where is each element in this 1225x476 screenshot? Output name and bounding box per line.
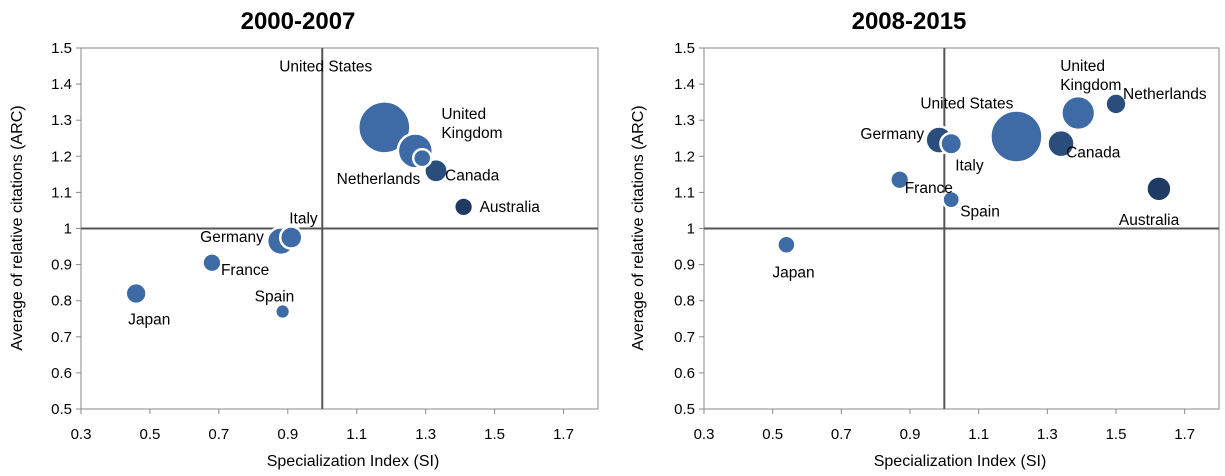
point-label-netherlands: Netherlands bbox=[1123, 86, 1207, 103]
y-tick-label: 1.3 bbox=[674, 112, 695, 129]
point-label-canada: Canada bbox=[1066, 145, 1121, 162]
y-tick-label: 1.1 bbox=[674, 184, 695, 201]
x-axis-title: Specialization Index (SI) bbox=[874, 453, 1047, 470]
bubble-australia bbox=[452, 196, 475, 218]
label-line: Kingdom bbox=[441, 125, 502, 142]
y-tick-label: 0.6 bbox=[674, 365, 695, 382]
bubble-italy bbox=[939, 131, 964, 156]
y-tick-label: 1 bbox=[64, 221, 72, 238]
y-tick-label: 0.5 bbox=[674, 401, 695, 418]
y-tick-label: 0.7 bbox=[51, 329, 72, 346]
point-label-canada: Canada bbox=[445, 168, 500, 185]
x-tick-label: 1.7 bbox=[1174, 426, 1195, 443]
y-axis-title: Average of relative citations (ARC) bbox=[9, 105, 26, 350]
point-label-japan: Japan bbox=[772, 265, 814, 282]
bubble-united-states bbox=[989, 109, 1044, 164]
bubble-united-states bbox=[357, 100, 412, 155]
bubble-netherlands bbox=[411, 147, 433, 169]
point-label-japan: Japan bbox=[128, 311, 170, 328]
y-tick-label: 0.8 bbox=[51, 293, 72, 310]
point-label-australia: Australia bbox=[1119, 212, 1180, 229]
bubble-italy bbox=[278, 225, 304, 250]
x-tick-label: 1.5 bbox=[484, 426, 505, 443]
x-tick-label: 1.7 bbox=[553, 426, 574, 443]
point-label-germany: Germany bbox=[200, 229, 264, 246]
x-tick-label: 1.1 bbox=[968, 426, 989, 443]
x-tick-label: 0.5 bbox=[140, 426, 161, 443]
point-label-australia: Australia bbox=[480, 199, 541, 216]
x-axis-title: Specialization Index (SI) bbox=[267, 453, 440, 470]
y-tick-label: 1 bbox=[687, 221, 695, 238]
chart-title: 2000-2007 bbox=[241, 8, 356, 35]
y-tick-label: 0.7 bbox=[674, 329, 695, 346]
point-label-spain: Spain bbox=[960, 204, 1000, 221]
x-tick-label: 1.3 bbox=[1037, 426, 1058, 443]
x-tick-label: 0.3 bbox=[694, 426, 715, 443]
y-tick-label: 0.8 bbox=[674, 293, 695, 310]
y-tick-label: 1.1 bbox=[51, 184, 72, 201]
x-tick-label: 0.7 bbox=[831, 426, 852, 443]
x-tick-label: 0.9 bbox=[277, 426, 298, 443]
y-tick-label: 1.4 bbox=[674, 76, 695, 93]
y-tick-label: 0.5 bbox=[51, 401, 72, 418]
point-label-germany: Germany bbox=[860, 126, 924, 143]
y-tick-label: 1.5 bbox=[674, 40, 695, 57]
point-label-spain: Spain bbox=[255, 289, 295, 306]
x-tick-label: 0.5 bbox=[762, 426, 783, 443]
x-tick-label: 0.9 bbox=[900, 426, 921, 443]
point-label-france: France bbox=[221, 262, 269, 279]
x-tick-label: 1.3 bbox=[415, 426, 436, 443]
bubble-spain bbox=[274, 302, 292, 321]
bubble-canada bbox=[423, 157, 449, 184]
y-tick-label: 1.4 bbox=[51, 76, 72, 93]
point-label-united-kingdom: United Kingdom bbox=[1060, 58, 1121, 94]
x-tick-label: 0.7 bbox=[208, 426, 229, 443]
panel-2000-2007: 2000-2007 Specialization Index (SI) Aver… bbox=[9, 8, 599, 470]
y-tick-label: 1.3 bbox=[51, 112, 72, 129]
bubble-spain bbox=[941, 189, 962, 210]
bubble-canada bbox=[1046, 128, 1076, 159]
point-label-italy: Italy bbox=[289, 211, 318, 228]
point-label-netherlands: Netherlands bbox=[337, 171, 421, 188]
y-tick-label: 0.9 bbox=[51, 257, 72, 274]
y-axis-title: Average of relative citations (ARC) bbox=[630, 105, 647, 350]
point-label-italy: Italy bbox=[955, 158, 984, 175]
y-tick-label: 1.2 bbox=[51, 148, 72, 165]
point-label-france: France bbox=[905, 180, 953, 197]
label-line: United bbox=[1060, 58, 1105, 75]
label-line: Kingdom bbox=[1060, 77, 1121, 94]
bubble-japan bbox=[124, 281, 148, 306]
chart-title: 2008-2015 bbox=[852, 8, 967, 35]
bubble-france bbox=[889, 169, 911, 191]
x-tick-label: 0.3 bbox=[71, 426, 92, 443]
x-tick-label: 1.1 bbox=[346, 426, 367, 443]
panel-2008-2015: 2008-2015 Specialization Index (SI) Aver… bbox=[630, 8, 1220, 470]
label-line: United bbox=[441, 106, 486, 123]
bubble-united-kingdom bbox=[1060, 94, 1097, 132]
x-tick-label: 1.5 bbox=[1106, 426, 1127, 443]
point-label-united-states: United States bbox=[920, 95, 1013, 112]
point-label-united-states: United States bbox=[279, 58, 372, 75]
bubble-netherlands bbox=[1104, 92, 1128, 116]
point-label-united-kingdom: United Kingdom bbox=[441, 106, 502, 142]
y-tick-label: 0.6 bbox=[51, 365, 72, 382]
bubble-australia bbox=[1145, 175, 1173, 203]
y-tick-label: 1.2 bbox=[674, 148, 695, 165]
y-tick-label: 0.9 bbox=[674, 257, 695, 274]
bubble-france bbox=[201, 252, 223, 274]
bubble-japan bbox=[776, 234, 797, 256]
y-tick-label: 1.5 bbox=[51, 40, 72, 57]
